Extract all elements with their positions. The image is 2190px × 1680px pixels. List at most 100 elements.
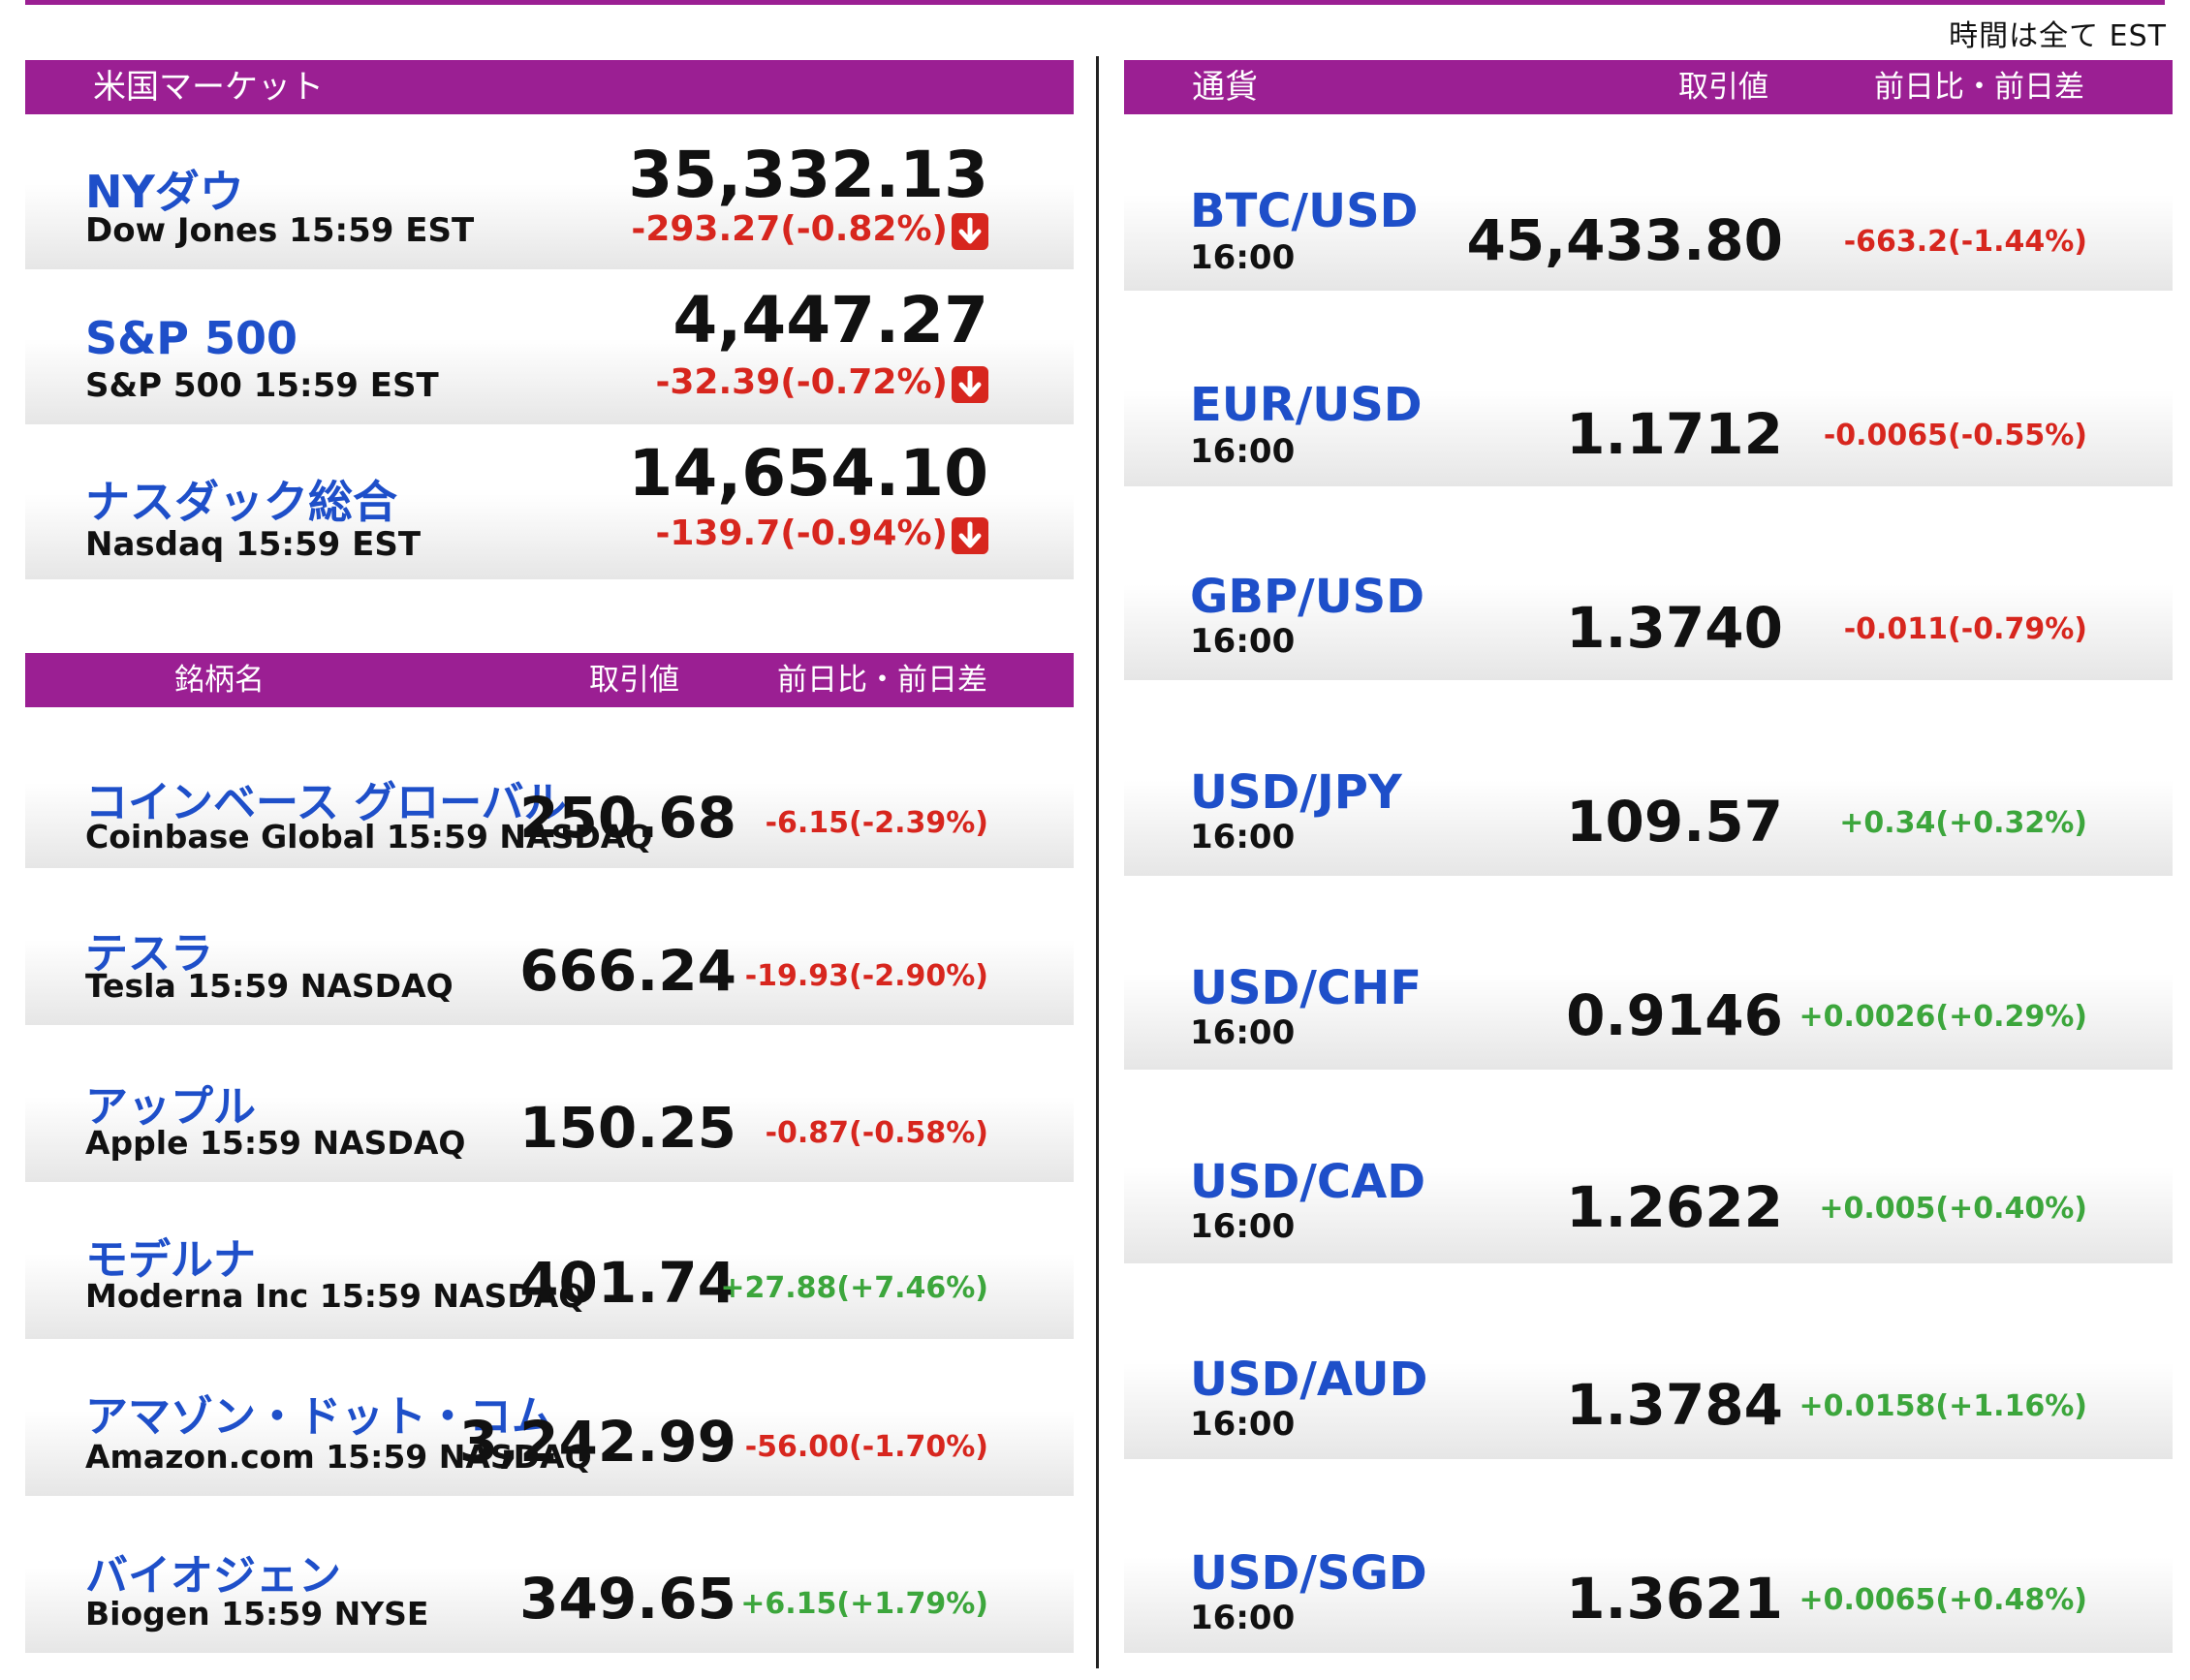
stock-name: コインベース グローバル [85,778,567,827]
currency-pair: EUR/USD [1190,378,1423,432]
index-value: 14,654.10 [628,436,988,511]
stock-header: 銘柄名 取引値 前日比・前日差 [25,653,1074,707]
index-value: 35,332.13 [628,138,988,212]
stock-change: +6.15(+1.79%) [740,1587,988,1621]
currency-col-change: 前日比・前日差 [1874,70,2084,105]
timezone-note: 時間は全て EST [1949,19,2167,53]
currency-value: 45,433.80 [1466,207,1783,273]
currency-value: 1.2622 [1566,1174,1783,1240]
stock-row-coinbase[interactable]: コインベース グローバル Coinbase Global 15:59 NASDA… [25,713,1074,868]
currency-row-usdcad[interactable]: USD/CAD 16:00 1.2622 +0.005(+0.40%) [1124,1089,2173,1263]
index-change: -139.7(-0.94%) [655,513,948,553]
stock-value: 666.24 [519,938,736,1004]
index-sub: Dow Jones 15:59 EST [85,211,475,250]
currency-value: 1.3621 [1566,1566,1783,1632]
currency-time: 16:00 [1190,238,1296,277]
stock-change: -19.93(-2.90%) [744,959,988,993]
currency-time: 16:00 [1190,432,1296,471]
currency-row-usdaud[interactable]: USD/AUD 16:00 1.3784 +0.0158(+1.16%) [1124,1285,2173,1459]
stock-col-change: 前日比・前日差 [777,663,987,698]
currency-pair: USD/CHF [1190,961,1423,1015]
currency-change: -0.0065(-0.55%) [1823,419,2087,452]
stock-row-amazon[interactable]: アマゾン・ドット・コム Amazon.com 15:59 NASDAQ 3,24… [25,1341,1074,1496]
index-row-dow[interactable]: NYダウ Dow Jones 15:59 EST 35,332.13 -293.… [25,114,1074,269]
currency-pair: USD/SGD [1190,1546,1427,1601]
arrow-down-icon [952,213,988,250]
stock-sub: Apple 15:59 NASDAQ [85,1124,466,1162]
stock-name: モデルナ [85,1235,256,1285]
stock-row-apple[interactable]: アップル Apple 15:59 NASDAQ 150.25 -0.87(-0.… [25,1027,1074,1182]
stock-name: テスラ [85,929,213,979]
stock-name: アマゾン・ドット・コム [85,1392,554,1442]
stock-row-tesla[interactable]: テスラ Tesla 15:59 NASDAQ 666.24 -19.93(-2.… [25,870,1074,1025]
index-name: S&P 500 [85,312,297,364]
stock-value: 349.65 [519,1566,736,1632]
arrow-down-icon [952,517,988,554]
currency-col-value: 取引値 [1678,70,1768,105]
stock-value: 250.68 [519,785,736,851]
currency-row-usdsgd[interactable]: USD/SGD 16:00 1.3621 +0.0065(+0.48%) [1124,1478,2173,1653]
stock-name: バイオジェン [85,1551,341,1601]
currency-value: 1.3784 [1566,1372,1783,1438]
stock-row-biogen[interactable]: バイオジェン Biogen 15:59 NYSE 349.65 +6.15(+1… [25,1498,1074,1653]
currency-row-btcusd[interactable]: BTC/USD 16:00 45,433.80 -663.2(-1.44%) [1124,116,2173,291]
stock-col-name: 銘柄名 [174,663,265,698]
index-sub: Nasdaq 15:59 EST [85,525,422,564]
currency-value: 1.3740 [1566,595,1783,661]
stock-sub: Amazon.com 15:59 NASDAQ [85,1438,592,1476]
currency-time: 16:00 [1190,622,1296,661]
top-rule [25,0,2165,5]
stock-change: +27.88(+7.46%) [720,1271,988,1305]
currency-pair: USD/JPY [1190,765,1402,820]
currency-change: -663.2(-1.44%) [1843,225,2087,259]
stock-sub: Tesla 15:59 NASDAQ [85,967,454,1005]
column-divider [1096,56,1099,1668]
currency-row-gbpusd[interactable]: GBP/USD 16:00 1.3740 -0.011(-0.79%) [1124,506,2173,680]
currency-value: 109.57 [1566,789,1783,855]
currency-change: +0.0065(+0.48%) [1799,1583,2087,1617]
currency-time: 16:00 [1190,818,1296,856]
currency-col-name: 通貨 [1192,68,1258,107]
currency-value: 0.9146 [1566,982,1783,1048]
index-name: NYダウ [85,166,244,218]
currency-change: +0.34(+0.32%) [1839,806,2087,840]
us-market-title: 米国マーケット [93,68,324,107]
currency-change: -0.011(-0.79%) [1843,612,2087,646]
index-name: ナスダック総合 [85,476,397,528]
currency-pair: USD/CAD [1190,1155,1426,1209]
index-row-sp500[interactable]: S&P 500 S&P 500 15:59 EST 4,447.27 -32.3… [25,269,1074,424]
currency-time: 16:00 [1190,1207,1296,1246]
currency-change: +0.0026(+0.29%) [1799,1000,2087,1034]
currency-change: +0.005(+0.40%) [1819,1192,2087,1226]
arrow-down-icon [952,366,988,403]
currency-pair: GBP/USD [1190,570,1425,624]
currency-row-usdchf[interactable]: USD/CHF 16:00 0.9146 +0.0026(+0.29%) [1124,895,2173,1070]
index-row-nasdaq[interactable]: ナスダック総合 Nasdaq 15:59 EST 14,654.10 -139.… [25,424,1074,579]
currency-time: 16:00 [1190,1405,1296,1444]
stock-value: 401.74 [519,1250,736,1316]
stock-change: -56.00(-1.70%) [744,1430,988,1464]
currency-time: 16:00 [1190,1013,1296,1052]
stock-change: -0.87(-0.58%) [765,1116,988,1150]
stock-sub: Biogen 15:59 NYSE [85,1595,429,1633]
index-sub: S&P 500 15:59 EST [85,366,439,405]
stock-change: -6.15(-2.39%) [765,806,988,840]
index-value: 4,447.27 [673,283,988,358]
stock-value: 150.25 [519,1095,736,1161]
stock-sub: Coinbase Global 15:59 NASDAQ [85,818,653,856]
currency-row-eurusd[interactable]: EUR/USD 16:00 1.1712 -0.0065(-0.55%) [1124,312,2173,486]
us-market-header: 米国マーケット [25,60,1074,114]
currency-time: 16:00 [1190,1599,1296,1637]
currency-pair: BTC/USD [1190,184,1419,238]
currency-change: +0.0158(+1.16%) [1799,1389,2087,1423]
stock-row-moderna[interactable]: モデルナ Moderna Inc 15:59 NASDAQ 401.74 +27… [25,1184,1074,1339]
currency-row-usdjpy[interactable]: USD/JPY 16:00 109.57 +0.34(+0.32%) [1124,701,2173,876]
currency-value: 1.1712 [1566,401,1783,467]
index-change: -293.27(-0.82%) [631,209,948,249]
currency-pair: USD/AUD [1190,1353,1428,1407]
stock-name: アップル [85,1082,256,1132]
stock-sub: Moderna Inc 15:59 NASDAQ [85,1277,586,1315]
index-change: -32.39(-0.72%) [655,362,948,402]
currency-header: 通貨 取引値 前日比・前日差 [1124,60,2173,114]
stock-value: 3,242.99 [458,1409,736,1475]
